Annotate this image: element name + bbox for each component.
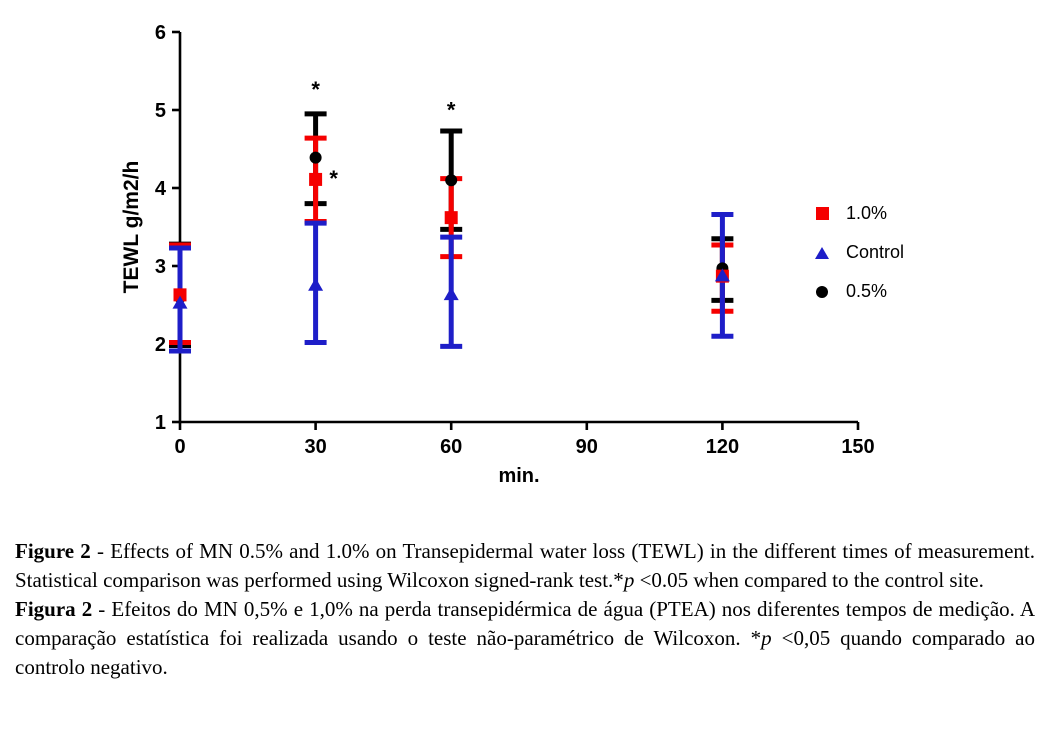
significance-asterisk: * [311, 77, 320, 102]
y-tick-label: 1 [155, 412, 166, 434]
legend-item-1-0: 1.0% [810, 194, 904, 233]
legend-item-control: Control [810, 233, 904, 272]
caption-en-text2: <0.05 when compared to the control site. [634, 568, 984, 592]
legend-item-0-5: 0.5% [810, 272, 904, 311]
caption-portuguese: Figura 2 - Efeitos do MN 0,5% e 1,0% na … [15, 595, 1035, 682]
legend-label: 0.5% [846, 281, 888, 301]
x-tick-label: 60 [440, 436, 462, 458]
marker-square [173, 288, 187, 302]
marker-triangle [714, 268, 730, 282]
marker-triangle [172, 295, 188, 309]
caption-pt-text2: <0,05 quando comparado ao controlo negat… [15, 626, 1035, 679]
x-axis-title: min. [498, 465, 539, 487]
legend-triangle-icon [814, 246, 830, 259]
tewl-chart: 1 2 3 4 5 6 0 30 60 90 120 150 min. TEWL g/m2/h * * * 1.… [120, 22, 904, 487]
x-tick-label: 120 [706, 436, 739, 458]
legend-label: Control [846, 242, 905, 262]
legend-circle-icon [814, 285, 830, 298]
x-tick-label: 90 [576, 436, 598, 458]
y-tick-label: 6 [155, 22, 166, 44]
x-tick-label: 0 [174, 436, 185, 458]
caption-pt-figure-label: Figura 2 [15, 597, 93, 621]
figure-caption: Figure 2 - Effects of MN 0.5% and 1.0% o… [15, 537, 1035, 682]
caption-en-text1: - Effects of MN 0.5% and 1.0% on Transep… [15, 539, 1035, 592]
significance-asterisk: * [447, 97, 456, 122]
circle-marker-glyph [816, 285, 828, 298]
marker-triangle [443, 287, 459, 301]
x-tick-label: 150 [841, 436, 874, 458]
caption-english: Figure 2 - Effects of MN 0.5% and 1.0% o… [15, 537, 1035, 595]
marker-square [444, 211, 458, 225]
y-axis-title: TEWL g/m2/h [120, 161, 143, 294]
triangle-marker-glyph [815, 246, 829, 259]
x-tick-label: 30 [304, 436, 326, 458]
legend-square-icon [814, 207, 830, 220]
legend-label: 1.0% [846, 203, 888, 223]
significance-asterisk: * [329, 166, 338, 191]
chart-legend: 1.0% Control 0.5% [810, 194, 904, 311]
marker-circle [445, 174, 458, 187]
marker-square [309, 172, 323, 186]
caption-en-p-symbol: p [623, 568, 635, 592]
y-tick-label: 5 [155, 100, 166, 122]
y-tick-label: 4 [155, 178, 167, 200]
caption-pt-text1: - Efeitos do MN 0,5% e 1,0% na perda tra… [15, 597, 1035, 650]
square-marker-glyph [815, 207, 829, 220]
caption-pt-p-symbol: p [761, 626, 772, 650]
caption-en-figure-label: Figure 2 [15, 539, 91, 563]
y-tick-label: 2 [155, 334, 166, 356]
y-tick-label: 3 [155, 256, 166, 278]
marker-circle [309, 151, 322, 164]
marker-triangle [308, 277, 324, 291]
